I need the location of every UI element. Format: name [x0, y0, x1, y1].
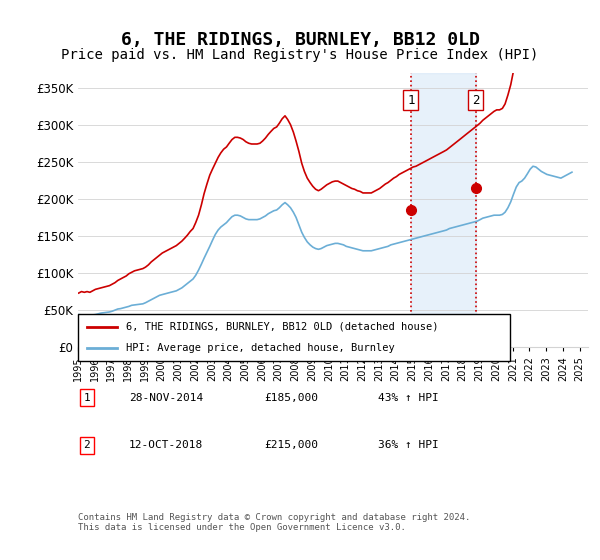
- Text: 2: 2: [83, 440, 91, 450]
- Text: 2: 2: [472, 94, 479, 107]
- Text: £185,000: £185,000: [264, 393, 318, 403]
- Text: 6, THE RIDINGS, BURNLEY, BB12 0LD (detached house): 6, THE RIDINGS, BURNLEY, BB12 0LD (detac…: [125, 322, 438, 332]
- Text: HPI: Average price, detached house, Burnley: HPI: Average price, detached house, Burn…: [125, 343, 394, 353]
- Text: 12-OCT-2018: 12-OCT-2018: [129, 440, 203, 450]
- Text: 43% ↑ HPI: 43% ↑ HPI: [378, 393, 439, 403]
- Text: 6, THE RIDINGS, BURNLEY, BB12 0LD: 6, THE RIDINGS, BURNLEY, BB12 0LD: [121, 31, 479, 49]
- Text: 1: 1: [407, 94, 415, 107]
- FancyBboxPatch shape: [78, 314, 510, 361]
- Text: £215,000: £215,000: [264, 440, 318, 450]
- Text: Contains HM Land Registry data © Crown copyright and database right 2024.
This d: Contains HM Land Registry data © Crown c…: [78, 512, 470, 532]
- Text: 1: 1: [83, 393, 91, 403]
- Text: 28-NOV-2014: 28-NOV-2014: [129, 393, 203, 403]
- Text: 36% ↑ HPI: 36% ↑ HPI: [378, 440, 439, 450]
- Text: Price paid vs. HM Land Registry's House Price Index (HPI): Price paid vs. HM Land Registry's House …: [61, 48, 539, 62]
- Bar: [411, 73, 476, 347]
